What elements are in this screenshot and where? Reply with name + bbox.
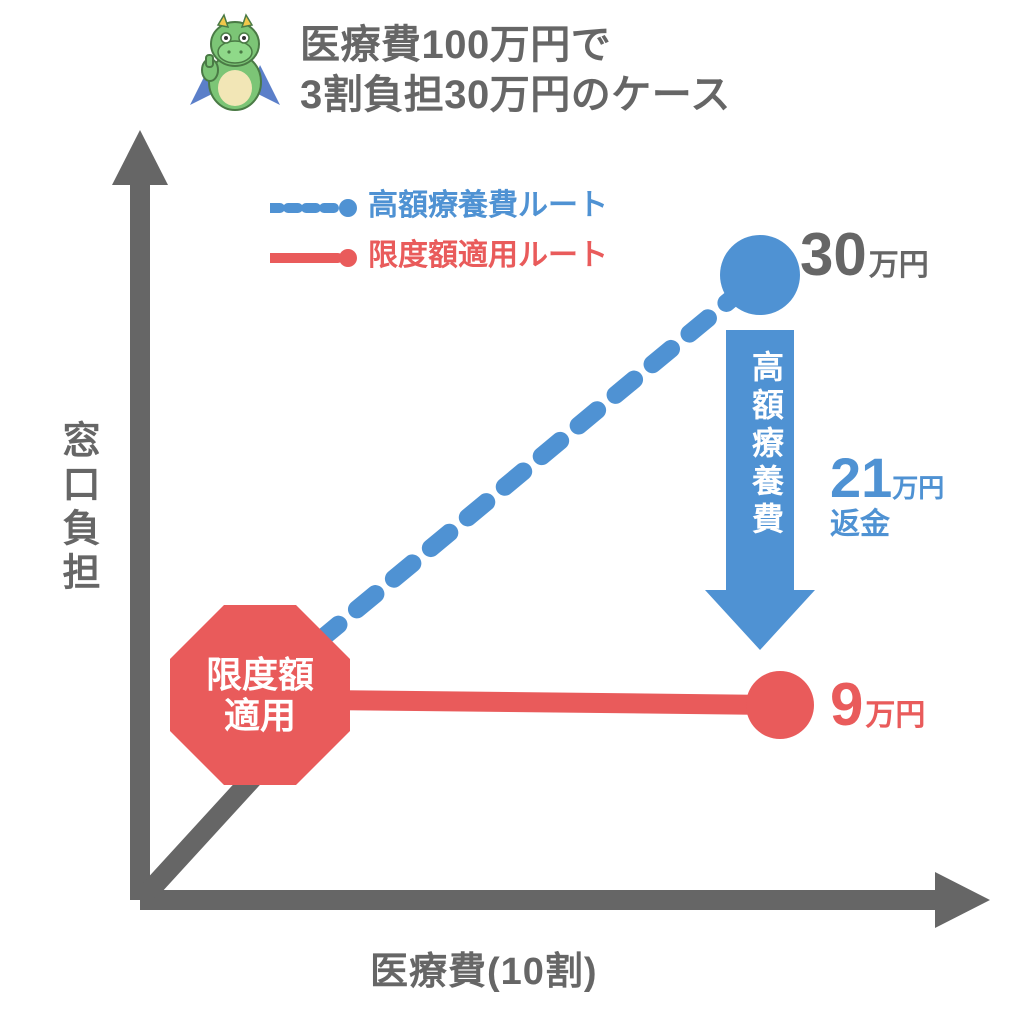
value-refund-unit: 万円: [892, 473, 944, 503]
value-refund: 21万円 返金: [830, 450, 944, 540]
value-bottom-number: 9: [830, 671, 863, 738]
diagram-canvas: 医療費100万円で 3割負担30万円のケース 高額療養費ルート 限度額適用ルート: [0, 0, 1024, 1024]
value-refund-sub: 返金: [830, 510, 944, 540]
value-top-number: 30: [800, 221, 867, 288]
y-axis-label: 窓口負担: [50, 420, 105, 596]
value-bottom-unit: 万円: [865, 699, 925, 732]
octagon-line-2: 適用: [224, 695, 296, 736]
octagon-line-1: 限度額: [206, 654, 314, 695]
limit-octagon: 限度額 適用: [170, 605, 350, 785]
refund-arrow-label: 高額療養費: [743, 350, 789, 540]
x-axis-label: 医療費(10割): [370, 940, 598, 995]
value-bottom: 9万円: [830, 670, 925, 739]
value-refund-number: 21: [830, 446, 892, 509]
value-top-unit: 万円: [869, 249, 929, 282]
value-top: 30万円: [800, 220, 929, 289]
